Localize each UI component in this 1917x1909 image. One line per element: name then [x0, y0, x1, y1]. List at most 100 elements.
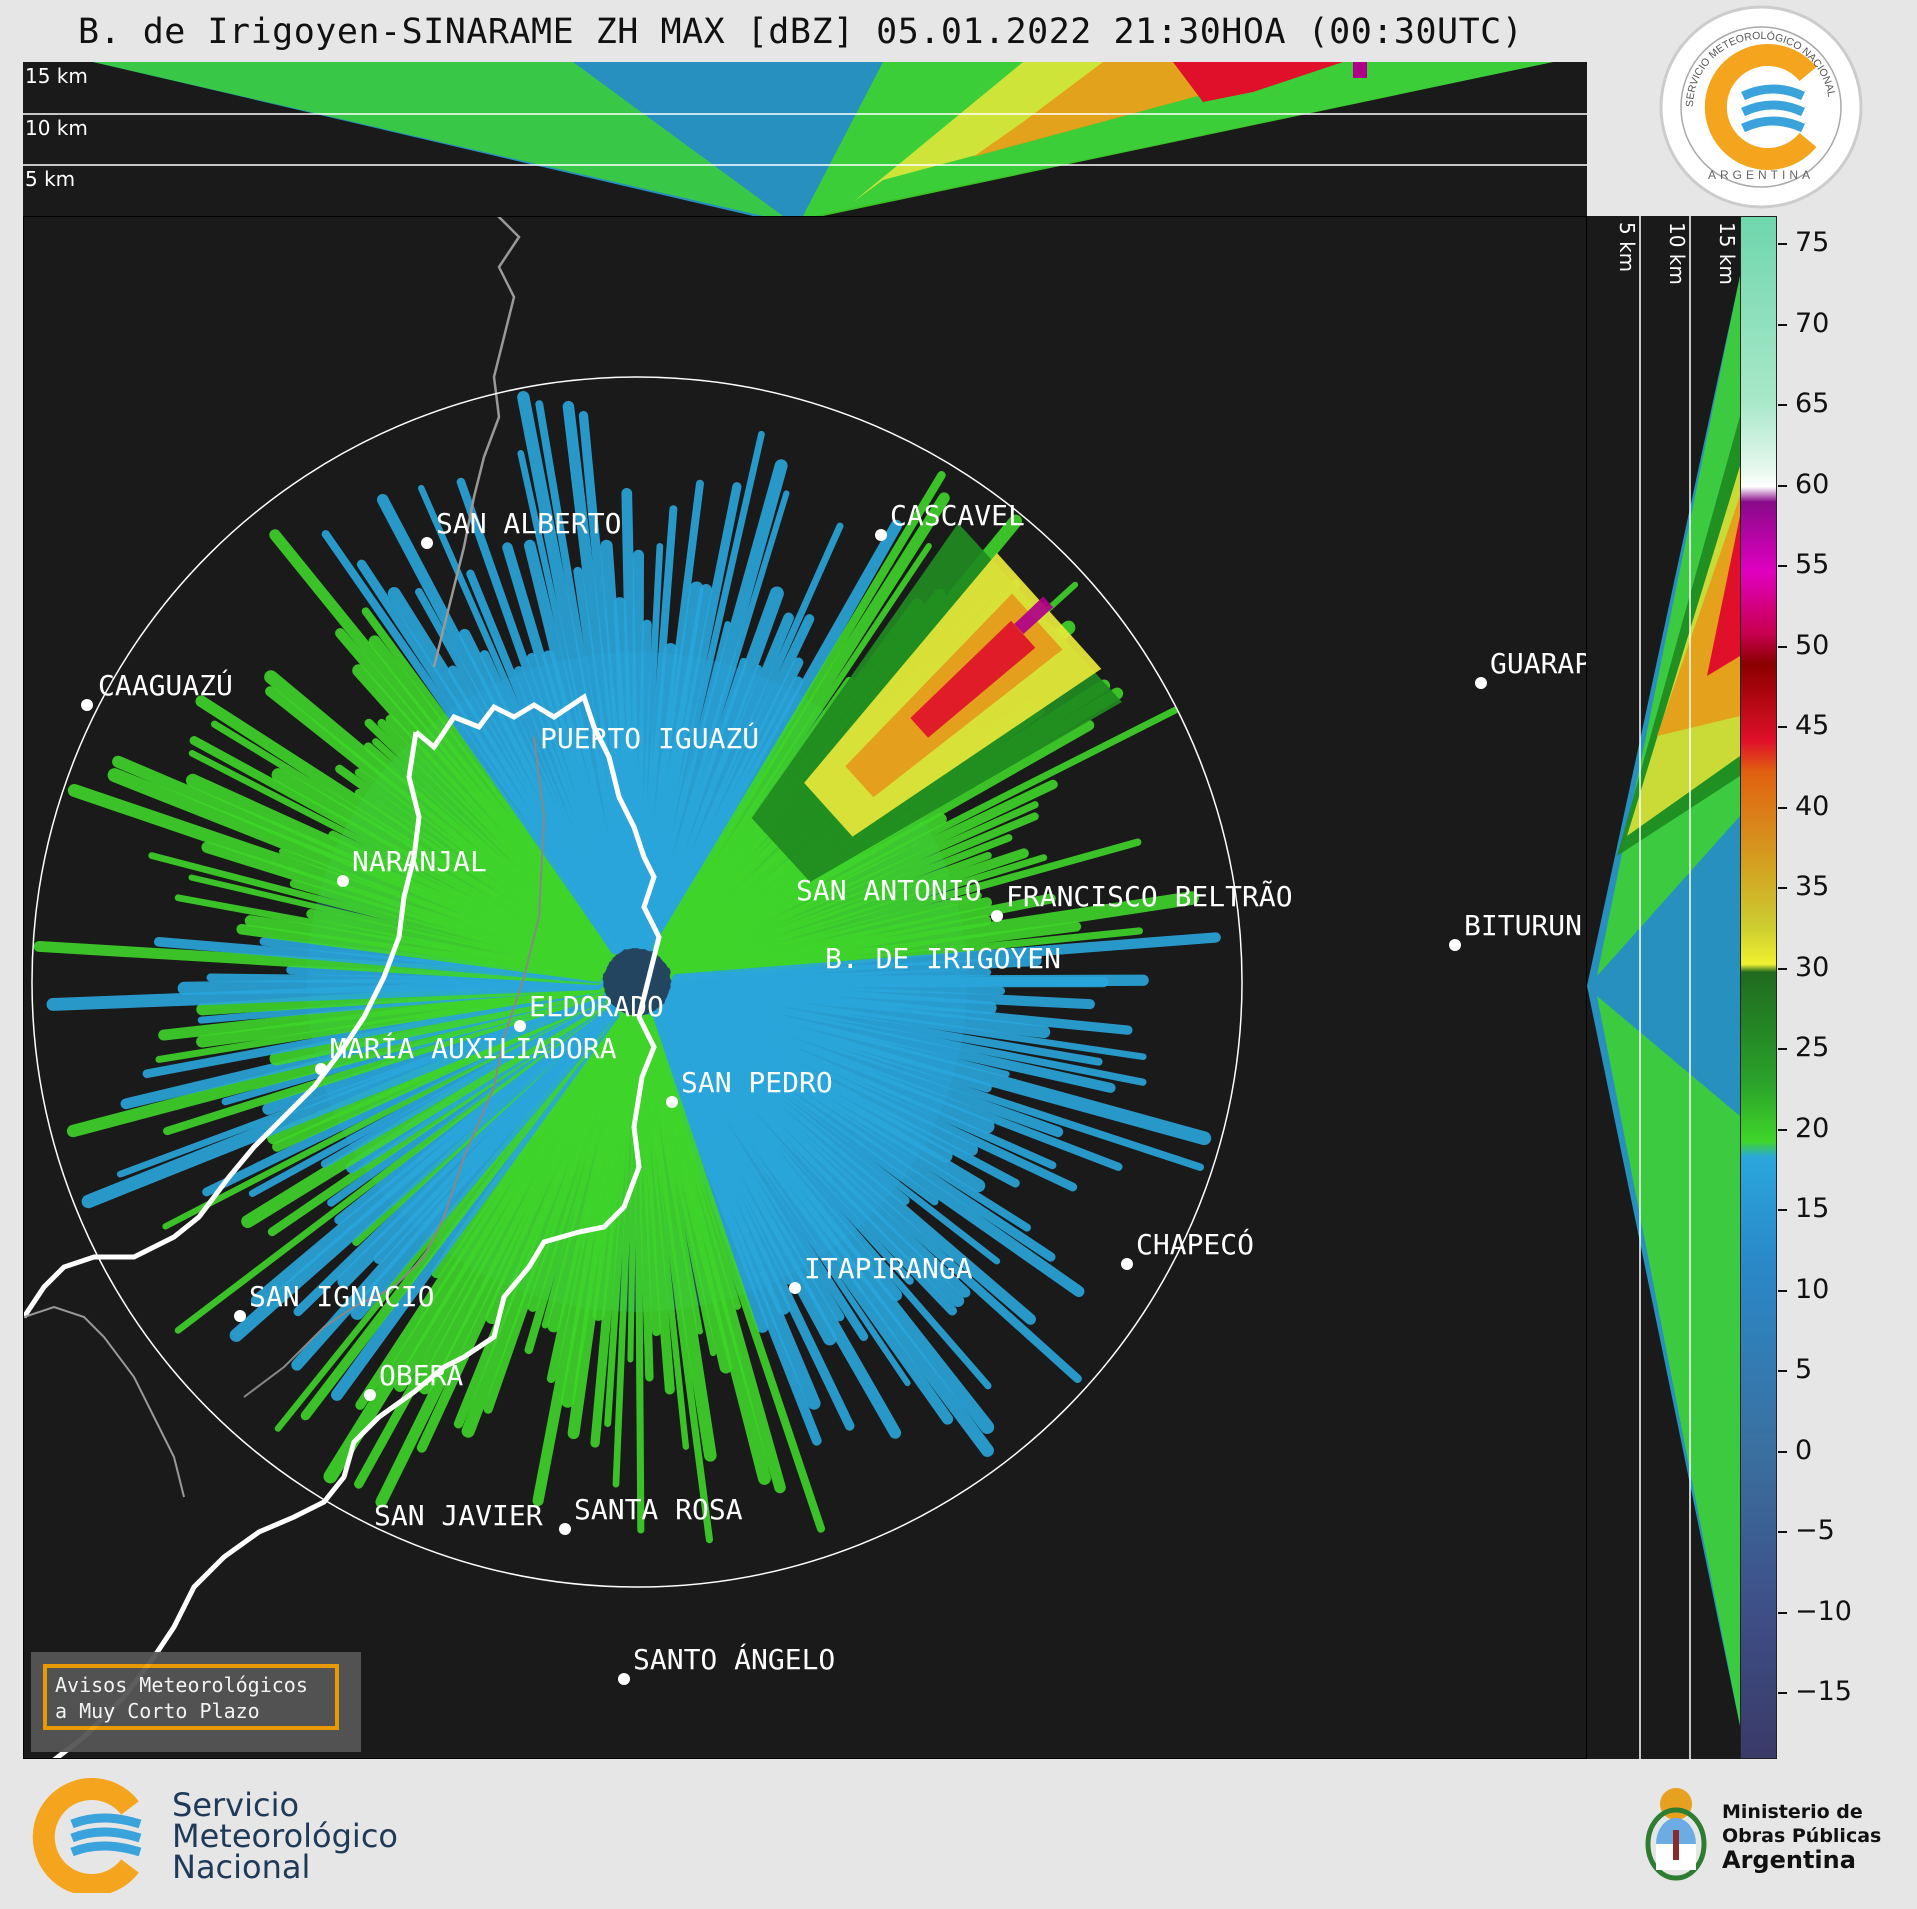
height-label-5km: 5 km [25, 167, 76, 191]
city-label-itapiranga: ITAPIRANGA [804, 1252, 973, 1285]
colorbar-tick [1778, 1692, 1787, 1694]
colorbar-tick-label: −10 [1795, 1595, 1852, 1627]
city-label-puerto-iguazu: PUERTO IGUAZÚ [540, 722, 760, 755]
footer-smn-line-1: Servicio [172, 1786, 300, 1824]
svg-text:ARGENTINA: ARGENTINA [1708, 168, 1814, 182]
city-label-obera: OBERÁ [379, 1359, 464, 1392]
colorbar-tick [1778, 1611, 1787, 1614]
smn-logo-icon [32, 1778, 142, 1896]
city-label-san-pedro: SAN PEDRO [681, 1066, 833, 1099]
city-marker [315, 1063, 327, 1075]
reflectivity-core [1014, 596, 1054, 635]
city-label-cascavel: CASCAVEL [890, 499, 1025, 532]
colorbar-tick [1778, 1128, 1787, 1131]
city-marker [618, 1673, 630, 1685]
ministry-line-2: Obras Públicas [1722, 1825, 1882, 1847]
city-marker [875, 529, 887, 541]
city-marker [559, 1523, 571, 1535]
colorbar-tick [1778, 404, 1787, 406]
colorbar-tick-label: 75 [1795, 227, 1830, 258]
city-marker [364, 1389, 376, 1401]
colorbar-tick-label: −15 [1795, 1676, 1852, 1707]
colorbar-tick [1778, 726, 1787, 728]
paraguay-argentina-border [24, 731, 422, 1319]
colorbar-tick-label: 10 [1795, 1273, 1830, 1305]
city-marker [1121, 1258, 1133, 1270]
colorbar-tick [1778, 1048, 1787, 1050]
ministry-line-3: Argentina [1722, 1846, 1856, 1874]
city-label-santa-rosa: SANTA ROSA [574, 1493, 743, 1526]
height-label-15km: 15 km [1715, 222, 1739, 285]
colorbar-tick-label: 55 [1795, 549, 1830, 580]
north-south-cross-section: 15 km 10 km 5 km [23, 62, 1587, 216]
colorbar-tick [1778, 967, 1787, 970]
colorbar-tick [1778, 243, 1787, 245]
city-label-biturun: BITURUN [1464, 909, 1583, 942]
colorbar-tick [1778, 1289, 1787, 1292]
colorbar-tick [1778, 1531, 1787, 1533]
colorbar-tick-label: 30 [1795, 951, 1830, 983]
ministry-line-1: Ministerio de [1722, 1801, 1863, 1823]
colorbar-tick [1778, 887, 1787, 889]
reflectivity-ray [671, 974, 1149, 988]
colorbar-tick-label: 15 [1795, 1193, 1830, 1224]
colorbar-tick [1778, 806, 1787, 809]
colorbar-tick [1778, 1370, 1787, 1372]
colorbar-tick [1778, 1209, 1787, 1211]
reflectivity-core [910, 620, 1036, 738]
reflectivity-rays [33, 391, 1221, 1544]
colorbar-tick-label: 25 [1795, 1032, 1830, 1063]
colorbar-tick-label: 35 [1795, 871, 1830, 902]
internal-border [243, 736, 546, 1398]
colorbar-tick-label: 0 [1795, 1434, 1813, 1466]
reflectivity-ray [652, 492, 950, 954]
city-label-maria-auxiliadora: MARÍA AUXILIADORA [330, 1032, 617, 1065]
colorbar-tick-label: 20 [1795, 1112, 1830, 1144]
city-label-san-alberto: SAN ALBERTO [436, 507, 622, 540]
colorbar-tick [1778, 1450, 1787, 1453]
city-marker [337, 875, 349, 887]
colorbar-tick-label: 60 [1795, 468, 1830, 500]
city-label-san-javier: SAN JAVIER [374, 1499, 543, 1532]
city-marker [1475, 677, 1487, 689]
colorbar-tick [1778, 645, 1787, 648]
colorbar-tick [1778, 484, 1787, 487]
city-label-san-antonio: SAN ANTONIO [796, 874, 982, 907]
city-marker [514, 1020, 526, 1032]
city-label-caaguazu: CAAGUAZÚ [98, 669, 233, 702]
city-label-guarap: GUARAP [1490, 647, 1587, 680]
colorbar-tick-label: 65 [1795, 388, 1830, 419]
city-label-chapeco: CHAPECÓ [1136, 1228, 1255, 1261]
footer-smn-line-2: Meteorológico [172, 1817, 398, 1855]
colorbar-tick-label: −5 [1795, 1515, 1835, 1546]
warning-box: Avisos Meteorológicos a Muy Corto Plazo [31, 1652, 361, 1752]
smn-footer-logo: Servicio Meteorológico Nacional [30, 1778, 430, 1896]
colorbar-tick [1778, 323, 1787, 326]
city-marker [81, 699, 93, 711]
city-label-san-ignacio: SAN IGNACIO [249, 1280, 435, 1313]
map-title: B. de Irigoyen-SINARAME ZH MAX [dBZ] 05.… [78, 12, 1524, 52]
colorbar-tick-label: 40 [1795, 790, 1830, 822]
colorbar-tick-label: 45 [1795, 710, 1830, 741]
height-label-10km: 10 km [1665, 222, 1689, 285]
city-label-francisco-beltrao: FRANCISCO BELTRÃO [1006, 880, 1293, 913]
warning-line-1: Avisos Meteorológicos [55, 1673, 308, 1697]
colorbar-tick-label: 50 [1795, 629, 1830, 661]
city-marker [789, 1282, 801, 1294]
city-marker [666, 1096, 678, 1108]
city-label-santo-angelo: SANTO ÁNGELO [633, 1643, 836, 1676]
city-marker [234, 1310, 246, 1322]
footer-smn-line-3: Nacional [172, 1848, 311, 1886]
city-marker [1449, 939, 1461, 951]
warning-line-2: a Muy Corto Plazo [55, 1699, 260, 1723]
smn-logo-icon: SERVICIO METEOROLÓGICO NACIONAL ARGENTIN… [1659, 5, 1863, 209]
east-west-cross-section: 5 km 10 km 15 km [1587, 216, 1740, 1759]
city-marker [991, 910, 1003, 922]
city-label-b-de-irigoyen: B. DE IRIGOYEN [825, 942, 1062, 975]
colorbar-tick-label: 70 [1795, 307, 1830, 339]
radar-ppi-map[interactable]: SAN ALBERTO CASCAVEL CAAGUAZÚ GUARAP PUE… [23, 216, 1587, 1759]
coat-of-arms-icon [1645, 1788, 1707, 1881]
city-marker [421, 537, 433, 549]
dbz-colorbar [1740, 216, 1777, 1759]
height-label-15km: 15 km [25, 64, 88, 88]
